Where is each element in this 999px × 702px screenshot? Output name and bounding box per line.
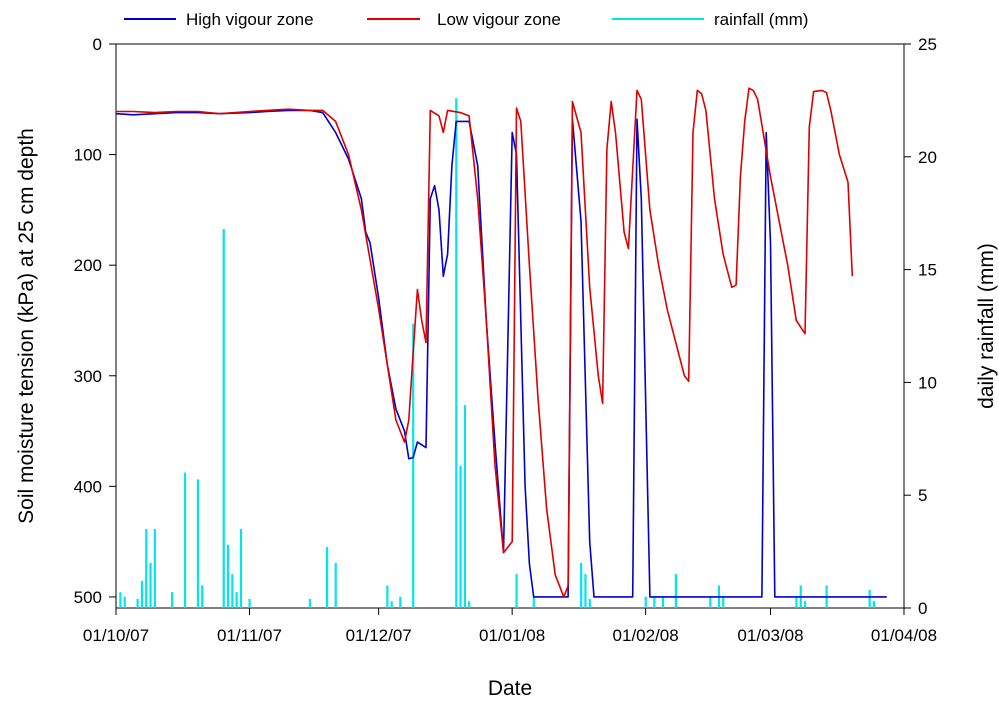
y-right-tick-label: 20 [918, 148, 937, 167]
x-tick-label: 01/02/08 [613, 626, 679, 645]
rainfall-bar [661, 596, 665, 608]
rainfall-bar [588, 598, 591, 608]
rainfall-bar [119, 592, 122, 608]
x-tick-label: 01/04/08 [871, 626, 937, 645]
rainfall-bar [868, 589, 871, 608]
rainfall-bar [459, 465, 462, 608]
series-lines [115, 87, 887, 598]
rainfall-bar [722, 596, 725, 608]
rainfall-bar [872, 601, 876, 608]
y-right-tick-label: 5 [918, 486, 927, 505]
rainfall-bar [183, 472, 187, 608]
x-axis-title: Date [488, 677, 532, 700]
rainfall-bar [231, 574, 234, 608]
plot-frame [115, 43, 905, 609]
y-left-axis-title: Soil moisture tension (kPa) at 25 cm dep… [15, 128, 38, 524]
rainfall-bar [123, 596, 126, 608]
rainfall-bar [239, 529, 243, 608]
rainfall-bar [170, 592, 174, 608]
y-right-tick-label: 0 [918, 599, 927, 618]
y-right-axis: 0 5 10 15 20 25 [904, 35, 937, 618]
rainfall-bar [226, 544, 230, 608]
rainfall-bar [196, 479, 200, 608]
legend: High vigour zone Low vigour zone rainfall … [124, 10, 808, 29]
y-right-tick-label: 25 [918, 35, 937, 54]
rainfall-bar [803, 601, 807, 608]
rainfall-bar [325, 547, 329, 608]
low-vigour-line [116, 87, 854, 598]
rainfall-bar [149, 562, 152, 608]
rainfall-bar [653, 596, 656, 608]
x-axis: 01/10/07 01/11/07 01/12/07 01/01/08 01/02/08… [83, 608, 937, 645]
x-tick-label: 01/03/08 [737, 626, 803, 645]
rainfall-bar [201, 585, 204, 608]
y-left-tick-label: 400 [74, 477, 102, 496]
y-right-tick-label: 10 [918, 373, 937, 392]
rainfall-bar [308, 598, 311, 608]
rainfall-bar [580, 562, 583, 608]
rainfall-bar [153, 529, 156, 608]
x-tick-label: 01/12/07 [346, 626, 412, 645]
rainfall-bar [386, 585, 389, 608]
y-right-tick-label: 15 [918, 261, 937, 280]
rainfall-bar [145, 529, 148, 608]
rainfall-bar [532, 596, 535, 608]
rainfall-bar [334, 562, 337, 608]
rainfall-bar [515, 574, 518, 608]
rainfall-bar [455, 98, 458, 609]
rainfall-bar [468, 601, 471, 608]
rainfall-bar [795, 596, 798, 608]
rainfall-bar [674, 574, 677, 608]
rainfall-bar [140, 580, 144, 608]
y-left-axis: 0 100 200 300 400 500 [74, 35, 116, 607]
rainfall-bar [412, 323, 415, 608]
x-tick-label: 01/01/08 [479, 626, 545, 645]
rainfall-bar [399, 596, 402, 608]
rainfall-bar [644, 596, 647, 608]
x-tick-label: 01/10/07 [83, 626, 149, 645]
rainfall-bar [390, 601, 393, 608]
rainfall-bar [709, 596, 712, 608]
rainfall-bar [584, 574, 587, 608]
y-left-tick-label: 200 [74, 256, 102, 275]
rainfall-bar [235, 592, 238, 608]
y-right-axis-title: daily rainfall (mm) [975, 243, 998, 409]
rainfall-bar [463, 404, 466, 608]
rainfall-bar [248, 598, 251, 608]
y-left-tick-label: 0 [93, 35, 102, 54]
rainfall-bar [222, 228, 225, 608]
y-left-tick-label: 300 [74, 367, 102, 386]
legend-label: High vigour zone [186, 10, 314, 29]
x-tick-label: 01/11/07 [217, 626, 282, 645]
legend-label: rainfall (mm) [714, 10, 808, 29]
y-left-tick-label: 100 [74, 146, 102, 165]
legend-label: Low vigour zone [437, 10, 561, 29]
rainfall-bars [119, 98, 876, 609]
rainfall-bar [136, 598, 139, 608]
y-left-tick-label: 500 [74, 588, 102, 607]
